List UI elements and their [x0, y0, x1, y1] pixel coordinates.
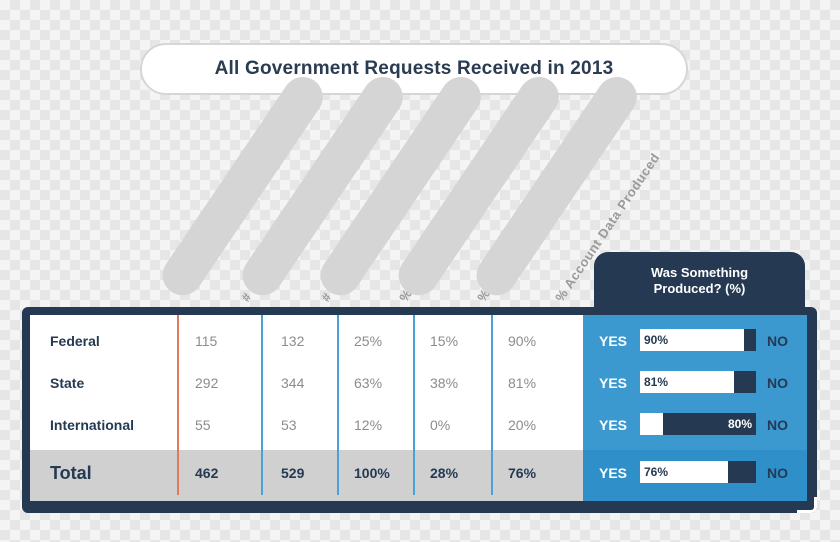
yes-label: YES	[599, 417, 628, 433]
table-cell: 292	[195, 375, 219, 391]
table-cell: 12%	[354, 417, 383, 433]
produced-bar: 81%	[640, 371, 756, 393]
page-title: All Government Requests Received in 2013	[214, 58, 614, 79]
table-cell: 55	[195, 417, 211, 433]
column-divider	[177, 315, 179, 495]
no-label: NO	[767, 465, 788, 481]
produced-bar-fill	[640, 329, 745, 351]
produced-bar: 90%	[640, 329, 756, 351]
column-divider	[491, 315, 493, 495]
yes-label: YES	[599, 375, 628, 391]
table-cell: 20%	[508, 417, 537, 433]
produced-bar-fill	[640, 371, 734, 393]
produced-bar: 80%	[640, 413, 756, 435]
table-cell: 0%	[430, 417, 451, 433]
table-cell: 53	[281, 417, 297, 433]
column-divider	[337, 315, 339, 495]
produced-bar-value: 76%	[644, 465, 669, 479]
total-row-band	[30, 450, 583, 501]
row-label: State	[50, 375, 85, 391]
table-cell: 76%	[508, 465, 537, 481]
table-cell: 462	[195, 465, 219, 481]
table-cell: 25%	[354, 333, 383, 349]
row-label: Total	[50, 463, 92, 483]
table-cell: 344	[281, 375, 305, 391]
table-cell: 38%	[430, 375, 459, 391]
yes-label: YES	[599, 465, 628, 481]
no-label: NO	[767, 333, 788, 349]
produced-header-line2: Produced? (%)	[653, 281, 746, 296]
title-pill: All Government Requests Received in 2013	[140, 43, 688, 95]
table-cell: 115	[195, 333, 218, 349]
produced-header-line1: Was Something	[650, 265, 749, 280]
produced-bar-fill	[640, 461, 729, 483]
table-cell: 132	[281, 333, 305, 349]
no-label: NO	[767, 375, 788, 391]
produced-bar-value: 81%	[644, 375, 669, 389]
table-cell: 63%	[354, 375, 383, 391]
table-cell: 529	[281, 465, 305, 481]
row-label: International	[50, 417, 135, 433]
produced-bar-value: 80%	[727, 417, 752, 431]
table-cell: 90%	[508, 333, 537, 349]
no-label: NO	[767, 417, 788, 433]
corner-accent	[797, 497, 817, 513]
row-label: Federal	[50, 333, 100, 349]
column-divider	[261, 315, 263, 495]
produced-bar: 76%	[640, 461, 756, 483]
produced-header: Was Something Produced? (%)	[594, 252, 805, 310]
column-divider	[413, 315, 415, 495]
yes-label: YES	[599, 333, 628, 349]
table-cell: 100%	[354, 465, 390, 481]
produced-bar-fill	[640, 413, 664, 435]
table-cell: 28%	[430, 465, 459, 481]
table-cell: 15%	[430, 333, 459, 349]
table-cell: 81%	[508, 375, 537, 391]
produced-bar-value: 90%	[644, 333, 669, 347]
